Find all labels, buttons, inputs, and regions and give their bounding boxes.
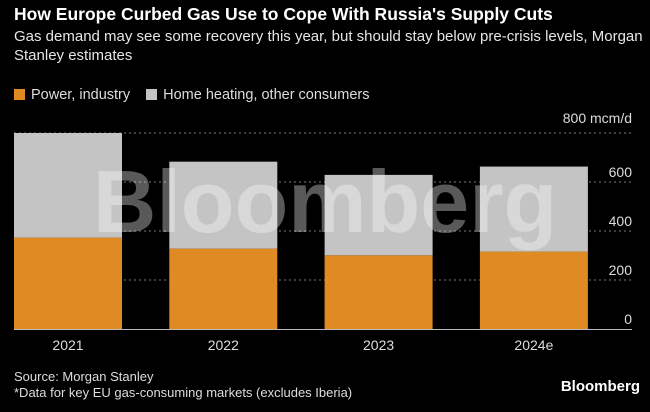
legend-label: Power, industry: [31, 87, 131, 103]
y-tick-label: 600: [609, 164, 633, 180]
legend-label: Home heating, other consumers: [163, 87, 370, 103]
legend: Power, industry Home heating, other cons…: [14, 87, 369, 103]
legend-item-power: Power, industry: [14, 87, 130, 103]
legend-swatch-home: [146, 89, 158, 100]
y-tick-label: 0: [624, 311, 632, 327]
y-tick-label: 800 mcm/d: [563, 110, 632, 126]
x-tick-label: 2023: [363, 337, 394, 353]
legend-item-home: Home heating, other consumers: [146, 87, 369, 103]
chart-title: How Europe Curbed Gas Use to Cope With R…: [14, 4, 553, 24]
x-tick-label: 2022: [208, 337, 239, 353]
bloomberg-logo: Bloomberg: [560, 378, 640, 395]
x-tick-label: 2021: [52, 337, 83, 353]
bar-power-2021: [14, 237, 122, 329]
watermark: Bloomberg: [93, 152, 557, 251]
bar-home-2024e: [479, 166, 588, 252]
bar-home-2021: [14, 133, 122, 238]
y-tick-label: 200: [609, 262, 633, 278]
y-tick-label: 400: [609, 213, 633, 229]
bar-power-2024e: [479, 251, 588, 329]
chart-subtitle: Gas demand may see some recovery this ye…: [14, 28, 643, 64]
footnote-text: *Data for key EU gas-consuming markets (…: [14, 385, 353, 400]
legend-swatch-power: [14, 89, 25, 100]
bar-power-2023: [324, 255, 433, 329]
source-note: Source: Morgan Stanley *Data for key EU …: [14, 369, 352, 401]
bar-home-2023: [324, 174, 433, 256]
x-tick-label: 2024e: [514, 337, 553, 353]
bar-home-2022: [169, 161, 278, 249]
bar-power-2022: [169, 248, 278, 329]
source-text: Source: Morgan Stanley: [14, 369, 154, 384]
